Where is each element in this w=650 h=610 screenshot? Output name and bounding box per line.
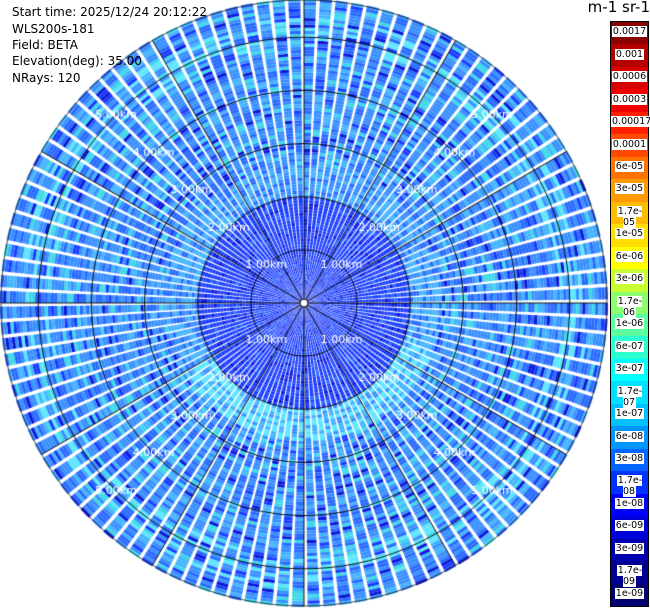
field-text: Field: BETA [12, 38, 78, 52]
colorbar-tick-label: 1e-09 [614, 587, 645, 599]
colorbar-tick-label: 6e-09 [614, 520, 645, 532]
colorbar: 0.0017 0.001 0.0006 0.0003 0.00017 0.0001 6e-0… [610, 21, 650, 607]
colorbar-tick-label: 1e-08 [614, 497, 645, 509]
colorbar-tick-label: 1e-07 [614, 408, 645, 420]
colorbar-tick-label: 3e-08 [614, 453, 645, 464]
start-time-text: Start time: 2025/12/24 20:12:22 [12, 5, 207, 19]
colorbar-tick-label: 3e-06 [614, 273, 645, 285]
colorbar-tick-label: 6e-05 [614, 161, 645, 172]
colorbar-tick-label: 3e-05 [614, 183, 645, 195]
elevation-text: Elevation(deg): 35.00 [12, 54, 142, 68]
colorbar-tick-label: 1.7e-08 [616, 475, 643, 498]
colorbar-tick-label: 0.0006 [611, 71, 648, 83]
colorbar-tick-label: 3e-09 [614, 542, 645, 554]
colorbar-tick-label: 1.7e-05 [616, 205, 643, 228]
colorbar-tick-label: 1.7e-09 [616, 565, 643, 588]
colorbar-tick-label: 3e-07 [614, 363, 645, 375]
colorbar-tick-label: 0.0003 [611, 93, 648, 105]
colorbar-tick-label: 0.001 [614, 48, 645, 60]
colorbar-tick-label: 0.00017 [611, 116, 650, 128]
colorbar-tick-label: 0.0001 [611, 138, 648, 150]
colorbar-tick-label: 1.7e-06 [616, 295, 643, 318]
colorbar-tick-label: 1e-05 [614, 228, 645, 240]
colorbar-title: m-1 sr-1 [587, 0, 650, 16]
colorbar-tick-label: 6e-06 [614, 250, 645, 262]
colorbar-tick-label: 0.0017 [611, 26, 648, 38]
colorbar-tick-label: 1.7e-07 [616, 385, 643, 408]
station-text: WLS200s-181 [12, 22, 95, 36]
colorbar-tick-label: 6e-08 [614, 430, 645, 442]
colorbar-tick-label: 6e-07 [614, 340, 645, 352]
colorbar-tick-label: 1e-06 [614, 318, 645, 330]
nrays-text: NRays: 120 [12, 71, 81, 85]
